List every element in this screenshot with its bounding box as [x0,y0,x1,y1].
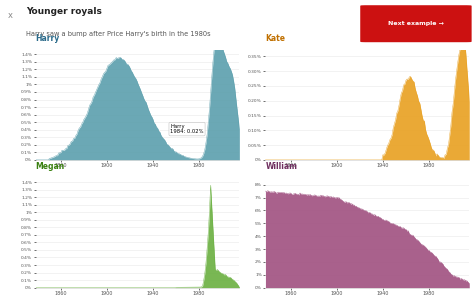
Text: Kate: Kate [265,34,285,43]
Text: Next example →: Next example → [388,21,444,26]
Text: x: x [8,11,13,20]
Text: Harry saw a bump after Price Harry's birth in the 1980s: Harry saw a bump after Price Harry's bir… [26,31,211,37]
Text: Harry
1984: 0.02%: Harry 1984: 0.02% [170,124,204,134]
FancyBboxPatch shape [360,5,472,42]
Text: Younger royals: Younger royals [26,7,102,16]
Text: Harry: Harry [36,34,60,43]
Text: William: William [265,162,298,170]
Text: Megan: Megan [36,162,65,170]
